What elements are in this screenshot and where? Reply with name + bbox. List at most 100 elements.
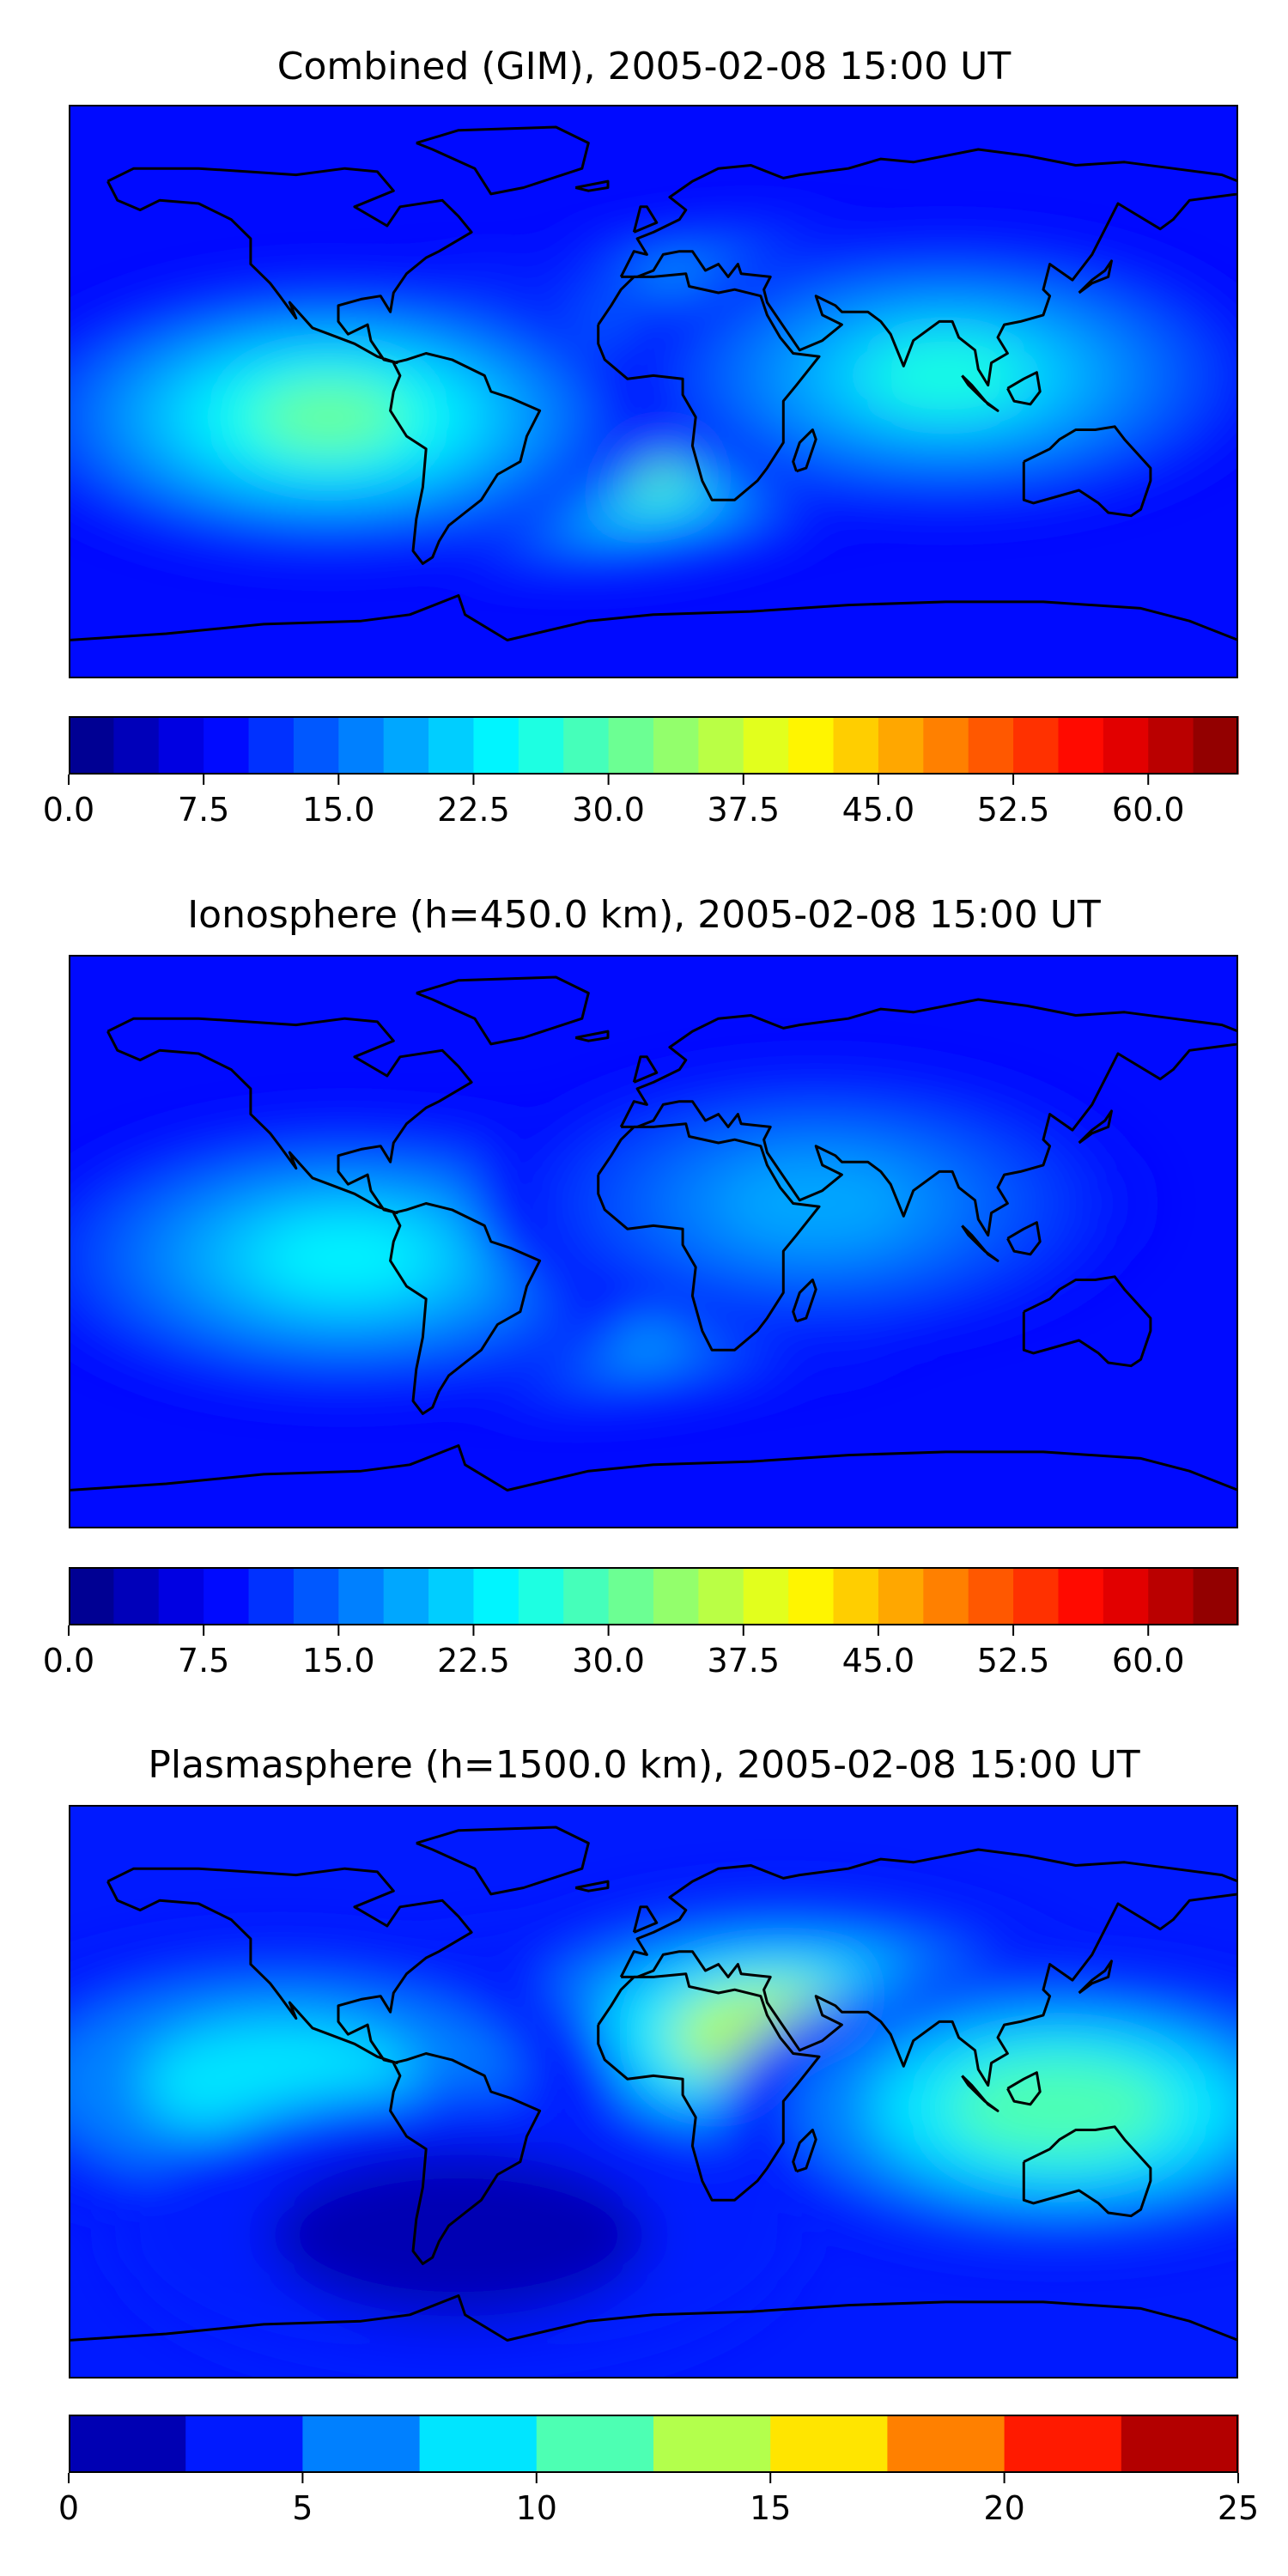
panel1-title: Combined (GIM), 2005-02-08 15:00 UT [276,45,1012,88]
colorbar-segment [653,716,699,775]
colorbar-segment [923,1567,969,1625]
coastline-4 [597,1122,821,1352]
map-frame [69,1805,1238,2379]
coastline-11 [632,1055,659,1084]
panel2-colorbar: 0.0 7.5 15.0 22.5 30.0 37.5 45.0 52.5 60.0 [43,1567,1239,1680]
colorbar-frame [69,2415,1238,2473]
tec-feature-3 [266,1222,424,1293]
colorbar-segment [1058,1567,1104,1625]
coastline-1 [416,125,590,196]
colorbar-segment [185,2415,303,2473]
colorbar-segment [158,1567,204,1625]
colorbar-segment [878,716,924,775]
colorbar-segment [968,1567,1014,1625]
coastline-9 [1006,1221,1042,1256]
colorbar-segment [1013,1567,1060,1625]
colorbar-segment [1103,716,1149,775]
coastline-7 [69,594,1238,641]
tec-feature-5 [867,340,1024,411]
tec-feature-4 [720,1160,913,1247]
colorbar-segment [293,1567,339,1625]
panel2-title: Ionosphere (h=450.0 km), 2005-02-08 15:0… [187,893,1101,937]
colorbar-segment [69,716,114,775]
coastline-4 [597,1972,821,2202]
colorbar-segment [833,1567,879,1625]
coastline-7 [69,2294,1238,2342]
colorbar-segment [69,1567,114,1625]
colorbar-segment [608,1567,654,1625]
coastline-11 [632,1905,659,1934]
colorbar-segment [563,716,610,775]
colorbar-segment [1004,2415,1122,2473]
map-frame [69,955,1238,1528]
coastline-9 [1006,371,1042,406]
colorbar-segment [383,716,429,775]
coastline-9 [1006,2071,1042,2106]
coastline-6 [1022,2125,1152,2218]
colorbar-segment [1148,1567,1194,1625]
colorbar-segment [1013,716,1060,775]
colorbar-tick-label: 45.0 [842,791,915,829]
colorbar-tick-label: 10 [516,2489,557,2527]
colorbar-tick-label: 22.5 [437,791,510,829]
coastline-5 [792,1279,817,1323]
colorbar-tick-label: 20 [983,2489,1024,2527]
colorbar-segment [293,716,339,775]
colorbar-segment [653,2415,771,2473]
colorbar-segment [518,716,564,775]
coastline-8 [961,2075,999,2112]
colorbar-tick-label: 0.0 [43,1642,94,1680]
panel1-tec-map [69,105,1238,678]
panel2-tec-map [69,955,1238,1528]
colorbar-segment [878,1567,924,1625]
colorbar-segment [1193,1567,1239,1625]
tec-feature-5 [270,2154,647,2317]
colorbar-tick-label: 15.0 [302,1642,375,1680]
coastline-0 [106,167,473,365]
coastline-12 [574,179,610,192]
coastline-12 [574,1030,610,1042]
colorbar-segment [1193,716,1239,775]
colorbar-segment [1148,716,1194,775]
colorbar-segment [69,2415,186,2473]
colorbar-tick-label: 60.0 [1112,1642,1185,1680]
colorbar-tick-label: 0.0 [43,791,94,829]
colorbar-tick-label: 7.5 [178,1642,229,1680]
colorbar-segment [1103,1567,1149,1625]
coastline-2 [389,352,542,565]
panel1-colorbar: 0.0 7.5 15.0 22.5 30.0 37.5 45.0 52.5 60.0 [43,716,1239,829]
colorbar-segment [887,2415,1005,2473]
coastline-3 [619,998,1238,1237]
coastline-7 [69,1444,1238,1492]
colorbar-segment [473,716,519,775]
colorbar-frame [69,1567,1238,1625]
colorbar-segment [968,716,1014,775]
colorbar-segment [428,716,475,775]
coastline-3 [619,148,1238,387]
coastline-3 [619,1848,1238,2087]
colorbar-segment [248,716,295,775]
colorbar-segment [204,1567,250,1625]
coastline-8 [961,1224,999,1262]
coastline-10 [1078,259,1113,295]
coastline-5 [792,2129,817,2173]
coastline-1 [416,975,590,1046]
colorbar-segment [608,716,654,775]
colorbar-segment [383,1567,429,1625]
coastline-6 [1022,425,1152,518]
colorbar-segment [536,2415,654,2473]
colorbar-tick-label: 22.5 [437,1642,510,1680]
colorbar-tick-label: 52.5 [977,1642,1050,1680]
colorbar-tick-label: 37.5 [707,1642,780,1680]
colorbar-segment [698,1567,744,1625]
colorbar-segment [113,1567,160,1625]
coastline-12 [574,1880,610,1893]
colorbar-tick-label: 52.5 [977,791,1050,829]
colorbar-tick-label: 25 [1218,2489,1259,2527]
coastline-2 [389,1202,542,1415]
coastline-0 [106,1017,473,1215]
coastline-5 [792,428,817,473]
panel3-colorbar: 0 5 10 15 20 25 [58,2415,1259,2527]
colorbar-segment [743,1567,789,1625]
coastline-0 [106,1867,473,2065]
